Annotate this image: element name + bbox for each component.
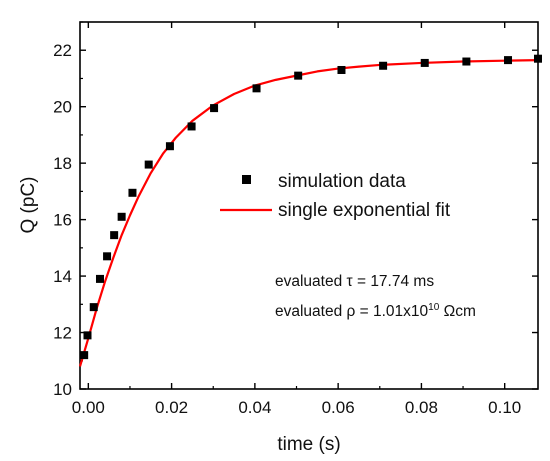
data-point <box>95 274 104 283</box>
data-point <box>89 303 98 312</box>
y-tick-label: 20 <box>53 98 72 117</box>
data-point <box>462 57 471 66</box>
legend-marker-simulation <box>242 175 251 184</box>
x-tick-label: 0.00 <box>72 398 105 417</box>
data-point <box>103 252 112 261</box>
y-tick-label: 16 <box>53 211 72 230</box>
x-tick-label: 0.08 <box>405 398 438 417</box>
data-point <box>144 160 153 169</box>
y-axis-ticks: 10 12 14 16 18 20 22 <box>53 21 538 399</box>
data-point <box>128 188 137 197</box>
data-point <box>117 212 126 221</box>
data-point <box>337 65 346 74</box>
y-axis-title: Q (pC) <box>18 177 39 234</box>
x-tick-label: 0.02 <box>155 398 188 417</box>
data-point <box>420 58 429 67</box>
data-point <box>80 351 89 360</box>
data-point <box>534 54 542 63</box>
data-point <box>83 331 92 340</box>
x-tick-label: 0.04 <box>238 398 271 417</box>
data-points <box>80 54 542 360</box>
rho-annotation: evaluated ρ = 1.01x1010 Ωcm <box>275 302 476 320</box>
y-tick-label: 14 <box>53 267 72 286</box>
x-tick-label: 0.06 <box>322 398 355 417</box>
data-point <box>165 142 174 151</box>
data-point <box>504 56 513 65</box>
x-tick-label: 0.10 <box>488 398 521 417</box>
legend-label-fit: single exponential fit <box>278 200 451 221</box>
tau-annotation: evaluated τ = 17.74 ms <box>275 273 434 290</box>
x-axis-title: time (s) <box>277 434 340 455</box>
x-axis-ticks: 0.00 0.02 0.04 0.06 0.08 0.10 <box>72 22 521 417</box>
y-tick-label: 18 <box>53 154 72 173</box>
data-point <box>252 84 261 93</box>
y-tick-label: 10 <box>53 380 72 399</box>
y-tick-label: 12 <box>53 324 72 343</box>
legend: simulation data single exponential fit <box>220 171 451 221</box>
data-point <box>187 122 196 131</box>
data-point <box>110 231 119 240</box>
fit-annotations: evaluated τ = 17.74 ms evaluated ρ = 1.0… <box>275 273 476 320</box>
plot-area <box>79 21 539 390</box>
data-point <box>379 61 388 70</box>
data-point <box>294 71 303 80</box>
data-point <box>210 104 219 113</box>
legend-label-simulation: simulation data <box>278 171 406 192</box>
y-tick-label: 22 <box>53 41 72 60</box>
